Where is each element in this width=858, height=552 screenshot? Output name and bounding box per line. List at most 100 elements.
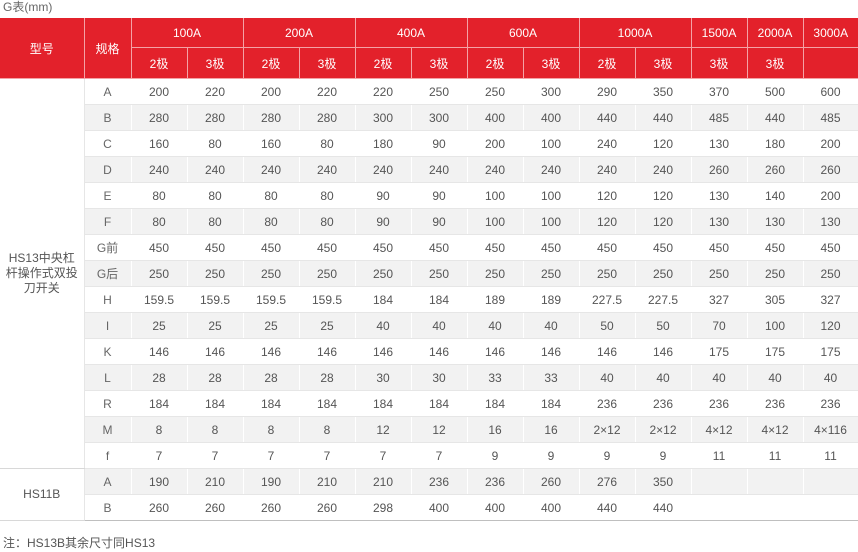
value-cell: 4×12 [691,416,748,443]
value-cell: 175 [803,338,858,365]
value-cell: 7 [299,442,356,469]
spec-cell: G前 [84,234,132,261]
value-cell: 184 [523,390,580,417]
table-row: H 159.5 159.5 159.5 159.5 184 184 189 189 227.5 22… [0,286,858,313]
rating-header: 1500A [691,18,748,48]
value-cell: 450 [411,234,468,261]
spec-cell: H [84,286,132,313]
value-cell: 80 [299,130,356,157]
value-cell: 440 [579,494,636,521]
value-cell: 140 [747,182,804,209]
value-cell: 80 [299,182,356,209]
value-cell: 260 [747,156,804,183]
value-cell: 184 [187,390,244,417]
value-cell: 80 [187,182,244,209]
value-cell: 159.5 [187,286,244,313]
rating-header: 200A [243,18,356,48]
value-cell: 175 [691,338,748,365]
pole-header-row: 2极 3极 2极 3极 2极 3极 2极 3极 2极 3极 3极 3极 [0,47,858,79]
value-cell: 500 [747,78,804,105]
value-cell: 450 [635,234,692,261]
value-cell: 400 [467,494,524,521]
value-cell: 227.5 [635,286,692,313]
value-cell: 184 [299,390,356,417]
value-cell: 16 [467,416,524,443]
value-cell: 184 [355,390,412,417]
value-cell: 300 [523,78,580,105]
value-cell: 146 [355,338,412,365]
value-cell: 240 [467,156,524,183]
value-cell: 250 [691,260,748,287]
value-cell: 9 [635,442,692,469]
table-row: B 260 260 260 260 298 400 400 400 440 440 [0,494,858,521]
value-cell: 120 [635,208,692,235]
value-cell: 80 [243,208,300,235]
value-cell: 160 [131,130,188,157]
value-cell: 210 [299,468,356,495]
table-row: F 80 80 80 80 90 90 100 100 120 120 130 130 130 [0,208,858,235]
value-cell: 184 [355,286,412,313]
value-cell: 200 [243,78,300,105]
value-cell: 50 [579,312,636,339]
value-cell: 40 [635,364,692,391]
value-cell: 485 [803,104,858,131]
value-cell: 90 [411,130,468,157]
value-cell: 9 [523,442,580,469]
value-cell: 184 [467,390,524,417]
value-cell: 450 [691,234,748,261]
value-cell: 290 [579,78,636,105]
value-cell: 175 [747,338,804,365]
value-cell: 11 [691,442,748,469]
table-row: R 184 184 184 184 184 184 184 184 236 236 236 236 236 [0,390,858,417]
value-cell: 130 [747,208,804,235]
value-cell: 146 [243,338,300,365]
model-cell: HS13中央杠杆操作式双投刀开关 [0,78,85,469]
value-cell: 40 [467,312,524,339]
value-cell: 2×12 [579,416,636,443]
value-cell: 120 [803,312,858,339]
value-cell: 12 [411,416,468,443]
value-cell: 40 [803,364,858,391]
value-cell: 400 [411,494,468,521]
value-cell: 260 [523,468,580,495]
rating-header: 1000A [579,18,692,48]
value-cell: 260 [803,156,858,183]
value-cell: 8 [131,416,188,443]
value-cell: 220 [355,78,412,105]
dimension-table: 型号 规格 100A 200A 400A 600A 1000A 1500A 20… [0,18,858,521]
value-cell: 280 [299,104,356,131]
value-cell [803,468,858,495]
value-cell: 80 [187,130,244,157]
value-cell: 298 [355,494,412,521]
table-caption: G表(mm) [3,0,53,14]
value-cell: 200 [803,130,858,157]
value-cell: 250 [803,260,858,287]
value-cell: 4×12 [747,416,804,443]
value-cell: 250 [299,260,356,287]
value-cell: 8 [243,416,300,443]
value-cell: 7 [411,442,468,469]
value-cell: 250 [579,260,636,287]
value-cell: 28 [299,364,356,391]
value-cell: 146 [299,338,356,365]
value-cell: 260 [243,494,300,521]
value-cell: 440 [635,104,692,131]
value-cell: 40 [691,364,748,391]
value-cell: 2×12 [635,416,692,443]
value-cell: 120 [579,182,636,209]
rating-header: 100A [131,18,244,48]
value-cell: 370 [691,78,748,105]
spec-cell: I [84,312,132,339]
value-cell: 220 [299,78,356,105]
value-cell [747,494,804,521]
value-cell: 250 [467,260,524,287]
value-cell: 80 [131,208,188,235]
value-cell: 100 [747,312,804,339]
value-cell: 180 [747,130,804,157]
value-cell: 7 [187,442,244,469]
table-row: K 146 146 146 146 146 146 146 146 146 146 175 175 175 [0,338,858,365]
value-cell: 260 [299,494,356,521]
value-cell: 300 [355,104,412,131]
value-cell: 9 [579,442,636,469]
value-cell: 440 [579,104,636,131]
